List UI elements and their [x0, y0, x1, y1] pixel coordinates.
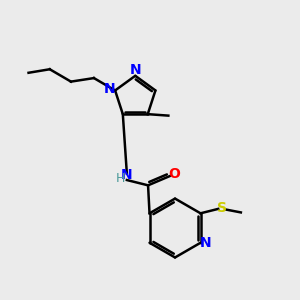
Text: H: H — [116, 172, 125, 185]
Text: N: N — [104, 82, 116, 96]
Text: N: N — [130, 64, 141, 77]
Text: N: N — [200, 236, 211, 250]
Text: N: N — [121, 168, 133, 182]
Text: O: O — [169, 167, 181, 182]
Text: S: S — [217, 201, 227, 215]
